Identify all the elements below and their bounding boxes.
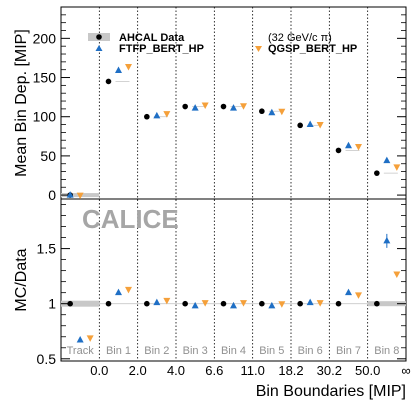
bottom-marker-data xyxy=(297,300,303,307)
bottom-marker-qgsp xyxy=(393,271,401,278)
bottom-marker-data xyxy=(335,300,342,307)
bin-label: Bin 1 xyxy=(106,345,131,357)
bottom-marker-ftfp xyxy=(268,301,276,309)
bottom-marker-ftfp xyxy=(153,298,161,306)
data-uncertainty-bands xyxy=(61,81,406,307)
top-marker-qgsp xyxy=(278,108,286,116)
bottom-marker-data xyxy=(220,300,227,307)
bottom-panel-frame xyxy=(60,198,407,362)
top-marker-ftfp xyxy=(66,191,74,198)
bottom-y-tick-label: 1.5 xyxy=(37,241,57,257)
bottom-y-tick-label: 0.5 xyxy=(37,351,57,367)
top-marker-qgsp xyxy=(355,143,362,151)
x-boundary-label: 18.2 xyxy=(278,363,303,378)
top-marker-ftfp xyxy=(115,66,122,73)
bottom-marker-data xyxy=(144,300,150,307)
bottom-marker-qgsp xyxy=(355,292,362,299)
top-marker-data xyxy=(335,147,342,154)
x-boundary-label: 50.0 xyxy=(355,363,380,378)
top-y-tick-label: 50 xyxy=(40,148,56,164)
top-marker-data xyxy=(297,122,303,129)
top-marker-qgsp xyxy=(240,103,247,110)
top-marker-qgsp xyxy=(201,102,209,109)
bottom-marker-ftfp xyxy=(115,288,122,296)
x-axis-label: Bin Boundaries [MIP] xyxy=(256,383,406,400)
bottom-marker-qgsp xyxy=(86,335,94,342)
bottom-marker-qgsp xyxy=(240,300,247,307)
x-boundary-label: 0.0 xyxy=(90,363,108,378)
top-marker-data xyxy=(182,103,188,110)
top-marker-data xyxy=(105,78,112,85)
top-marker-ftfp xyxy=(306,120,314,128)
top-marker-qgsp xyxy=(393,164,401,171)
bottom-marker-data xyxy=(182,300,188,307)
bottom-marker-data xyxy=(259,300,265,307)
x-boundary-label: 2.0 xyxy=(129,363,147,378)
legend-qgsp-label: QGSP_BERT_HP xyxy=(268,43,357,55)
top-y-tick-label: 100 xyxy=(33,109,57,125)
energy-annotation: (32 GeV/c π) xyxy=(268,32,332,44)
bin-label: Bin 4 xyxy=(221,345,246,357)
top-marker-ftfp xyxy=(383,156,391,164)
bottom-marker-data xyxy=(105,300,112,307)
bin-label: Bin 7 xyxy=(336,345,361,357)
bottom-marker-ftfp xyxy=(230,301,237,309)
calice-watermark: CALICE xyxy=(82,204,179,234)
top-marker-qgsp xyxy=(76,192,84,200)
bottom-marker-qgsp xyxy=(125,286,132,294)
bottom-marker-qgsp xyxy=(278,301,286,308)
bin-label: Bin 3 xyxy=(183,345,208,357)
top-panel-frame xyxy=(60,6,407,200)
legend-qgsp-marker xyxy=(255,46,262,52)
legend: AHCAL Data FTFP_BERT_HP (32 GeV/c π) QGS… xyxy=(88,32,357,55)
top-y-tick-label: 200 xyxy=(33,30,57,46)
bin-label: Bin 2 xyxy=(144,345,169,357)
top-marker-qgsp xyxy=(316,122,324,129)
x-boundary-label: 4.0 xyxy=(167,363,185,378)
bin-label: Bin 8 xyxy=(374,345,399,357)
x-boundary-label: 6.6 xyxy=(205,363,223,378)
x-boundary-label: ∞ xyxy=(401,363,410,378)
legend-data-marker xyxy=(96,34,102,40)
bottom-marker-qgsp xyxy=(163,297,171,305)
bottom-marker-ftfp xyxy=(191,301,199,309)
top-marker-ftfp xyxy=(345,141,352,149)
bin-label: Bin 5 xyxy=(259,345,284,357)
top-marker-qgsp xyxy=(163,111,171,118)
top-marker-ftfp xyxy=(153,111,161,119)
bin-label: Bin 6 xyxy=(298,345,323,357)
x-boundary-label: 30.2 xyxy=(317,363,342,378)
tick-labels: 0 50 100 150 200 0.5 1 1.5 Track Bin 1 Bin 2 Bin 3 B… xyxy=(33,30,411,378)
bottom-marker-ftfp xyxy=(345,288,352,296)
legend-data-label: AHCAL Data xyxy=(119,32,185,44)
bottom-marker-data xyxy=(67,300,73,307)
bottom-marker-qgsp xyxy=(316,300,324,307)
bottom-data-band xyxy=(367,301,406,307)
top-y-tick-label: 0 xyxy=(48,187,56,203)
top-marker-ftfp xyxy=(191,104,199,111)
bottom-data-band xyxy=(61,300,100,307)
bottom-marker-qgsp xyxy=(201,300,209,307)
top-y-axis-label: Mean Bin Dep. [MIP] xyxy=(13,29,30,177)
bin-label: Track xyxy=(67,345,95,357)
top-marker-data xyxy=(374,170,380,176)
axis-ticks xyxy=(61,6,406,360)
bottom-marker-ftfp xyxy=(306,298,314,306)
data-markers xyxy=(66,64,401,343)
top-marker-data xyxy=(259,108,265,115)
top-marker-qgsp xyxy=(125,64,132,71)
bottom-y-tick-label: 1 xyxy=(48,296,56,312)
bottom-marker-ftfp xyxy=(76,336,84,343)
bottom-marker-data xyxy=(374,300,380,307)
top-marker-data xyxy=(220,103,227,110)
top-marker-ftfp xyxy=(230,104,237,111)
legend-ftfp-marker xyxy=(95,45,103,51)
top-marker-data xyxy=(144,113,150,120)
legend-ftfp-label: FTFP_BERT_HP xyxy=(119,43,204,55)
top-marker-ftfp xyxy=(268,108,276,116)
top-y-tick-label: 150 xyxy=(33,70,57,86)
bottom-y-axis-label: MC/Data xyxy=(13,248,30,311)
x-boundary-label: 11.0 xyxy=(240,363,264,378)
